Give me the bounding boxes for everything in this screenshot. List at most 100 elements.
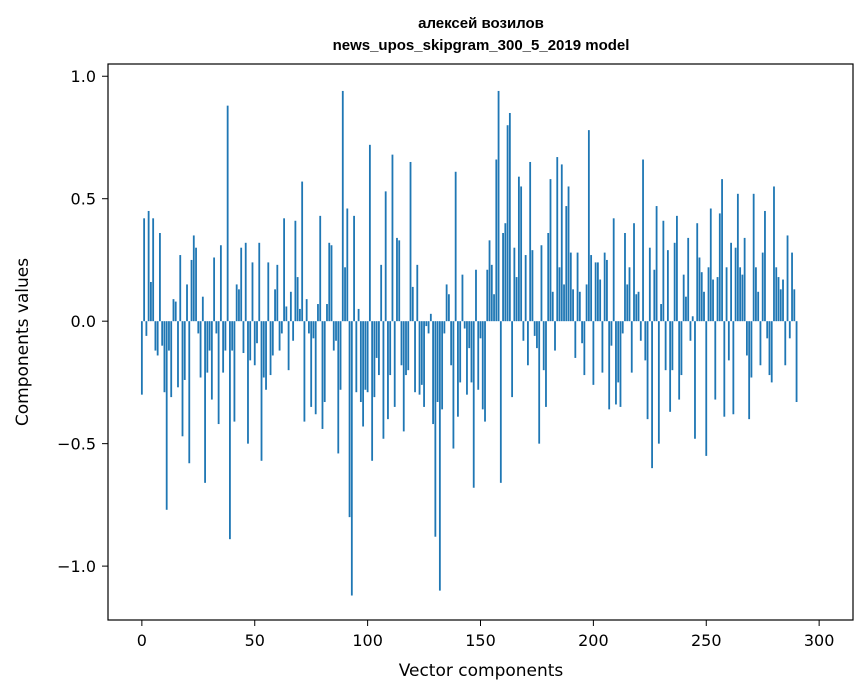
bar bbox=[689, 321, 692, 341]
bar bbox=[574, 321, 577, 358]
bar bbox=[253, 321, 256, 366]
bar bbox=[411, 286, 414, 322]
bar bbox=[355, 321, 358, 393]
bar bbox=[671, 321, 674, 371]
bar bbox=[350, 321, 353, 596]
bar bbox=[520, 186, 523, 322]
bar bbox=[339, 321, 342, 390]
bar bbox=[788, 321, 791, 339]
bar bbox=[262, 321, 265, 378]
bar bbox=[662, 220, 665, 322]
bar bbox=[734, 247, 737, 322]
bar bbox=[687, 237, 690, 322]
bar bbox=[655, 206, 658, 322]
bar bbox=[617, 321, 620, 383]
bar bbox=[204, 321, 206, 483]
bar bbox=[745, 321, 748, 356]
bar bbox=[488, 240, 491, 322]
bar bbox=[461, 274, 464, 322]
bar bbox=[511, 321, 514, 398]
bar bbox=[581, 321, 583, 344]
bar bbox=[179, 255, 182, 322]
bar bbox=[208, 321, 211, 351]
bar bbox=[143, 218, 146, 322]
bar bbox=[387, 321, 389, 420]
bar bbox=[739, 267, 742, 322]
bar bbox=[793, 289, 796, 322]
bar bbox=[405, 321, 407, 376]
bar bbox=[657, 321, 660, 444]
bar bbox=[533, 321, 536, 336]
bar bbox=[517, 176, 520, 322]
bar bbox=[319, 215, 322, 322]
bar bbox=[782, 279, 784, 322]
y-tick-label: 0.0 bbox=[71, 312, 96, 331]
bar bbox=[547, 233, 550, 322]
bar bbox=[210, 321, 213, 400]
bar bbox=[321, 321, 324, 429]
bar bbox=[140, 321, 143, 395]
bar bbox=[470, 321, 473, 383]
bar bbox=[149, 281, 152, 322]
bar bbox=[628, 267, 631, 322]
bar bbox=[181, 321, 184, 437]
bar bbox=[741, 274, 744, 322]
bar bbox=[676, 215, 678, 322]
bar bbox=[414, 321, 416, 393]
x-tick-label: 0 bbox=[137, 631, 147, 650]
bar bbox=[298, 308, 301, 322]
bar bbox=[161, 321, 164, 346]
bar bbox=[283, 218, 285, 322]
bar bbox=[337, 321, 340, 454]
bar bbox=[493, 294, 495, 322]
bar bbox=[418, 321, 421, 395]
bar bbox=[527, 321, 529, 366]
bar bbox=[168, 321, 170, 351]
bar bbox=[725, 267, 728, 322]
bar bbox=[612, 218, 615, 322]
bar bbox=[271, 321, 274, 356]
bar bbox=[680, 321, 683, 376]
y-tick-label: −1.0 bbox=[57, 557, 96, 576]
bar bbox=[786, 235, 789, 322]
bar bbox=[206, 321, 209, 373]
bar bbox=[648, 247, 651, 322]
bar bbox=[481, 321, 484, 410]
bar bbox=[721, 179, 723, 322]
bar bbox=[615, 321, 617, 405]
y-tick-label: 1.0 bbox=[71, 67, 96, 86]
bar bbox=[251, 262, 254, 322]
bar bbox=[445, 284, 448, 322]
bar bbox=[229, 321, 231, 540]
bar bbox=[504, 223, 507, 322]
bar bbox=[606, 259, 608, 322]
bar bbox=[427, 321, 430, 334]
bar bbox=[757, 291, 760, 322]
bar bbox=[420, 321, 423, 385]
bar bbox=[317, 304, 319, 322]
bar bbox=[443, 321, 446, 334]
bar bbox=[660, 304, 663, 322]
bar bbox=[795, 321, 798, 403]
y-axis-label: Components values bbox=[13, 258, 33, 426]
bar bbox=[468, 321, 471, 349]
bar bbox=[177, 321, 179, 388]
bar bbox=[357, 308, 360, 322]
bar bbox=[154, 321, 157, 351]
bar bbox=[538, 321, 541, 444]
bar bbox=[199, 321, 202, 378]
bar bbox=[393, 321, 396, 407]
bar bbox=[454, 171, 457, 322]
bar bbox=[646, 321, 649, 420]
bar bbox=[484, 321, 486, 422]
bar bbox=[556, 157, 559, 322]
bar bbox=[696, 223, 699, 322]
bar bbox=[497, 90, 500, 322]
bar bbox=[599, 279, 602, 322]
bar bbox=[777, 277, 780, 322]
bar bbox=[755, 267, 757, 322]
bar bbox=[219, 245, 222, 322]
bar bbox=[371, 321, 374, 461]
bar bbox=[287, 321, 290, 371]
